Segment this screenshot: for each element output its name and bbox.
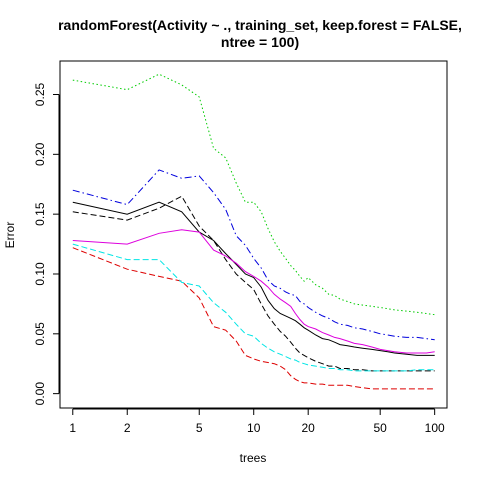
- series-line-5: [72, 169, 435, 341]
- y-tick-label: 0.00: [33, 382, 47, 406]
- y-tick-label: 0.20: [33, 142, 47, 166]
- y-tick-label: 0.05: [33, 322, 47, 346]
- series-line-4: [72, 73, 435, 316]
- series-line-6: [72, 243, 435, 372]
- chart-title-line2: ntree = 100): [221, 34, 299, 50]
- series-line-2: [72, 195, 435, 372]
- series-line-1: [72, 201, 435, 356]
- y-tick-label: 0.10: [33, 262, 47, 286]
- x-tick-label: 1: [69, 421, 76, 435]
- x-axis-label: trees: [240, 451, 267, 465]
- y-tick-label: 0.15: [33, 202, 47, 226]
- x-tick-label: 10: [247, 421, 261, 435]
- x-axis: 1 2 5 10 20 50 100: [69, 408, 445, 435]
- x-tick-label: 20: [302, 421, 316, 435]
- x-tick-label: 100: [425, 421, 445, 435]
- y-axis-label: Error: [3, 222, 17, 249]
- y-tick-label: 0.25: [33, 83, 47, 107]
- x-tick-label: 5: [196, 421, 203, 435]
- series-line-3: [72, 247, 435, 390]
- chart-title: randomForest(Activity ~ ., training_set,…: [58, 17, 462, 33]
- plot-frame: [59, 60, 448, 409]
- y-axis: 0.00 0.05 0.10 0.15 0.20 0.25: [33, 83, 60, 406]
- x-tick-label: 50: [374, 421, 388, 435]
- series-line-7: [72, 229, 435, 354]
- series-layer: [72, 73, 435, 390]
- x-tick-label: 2: [124, 421, 131, 435]
